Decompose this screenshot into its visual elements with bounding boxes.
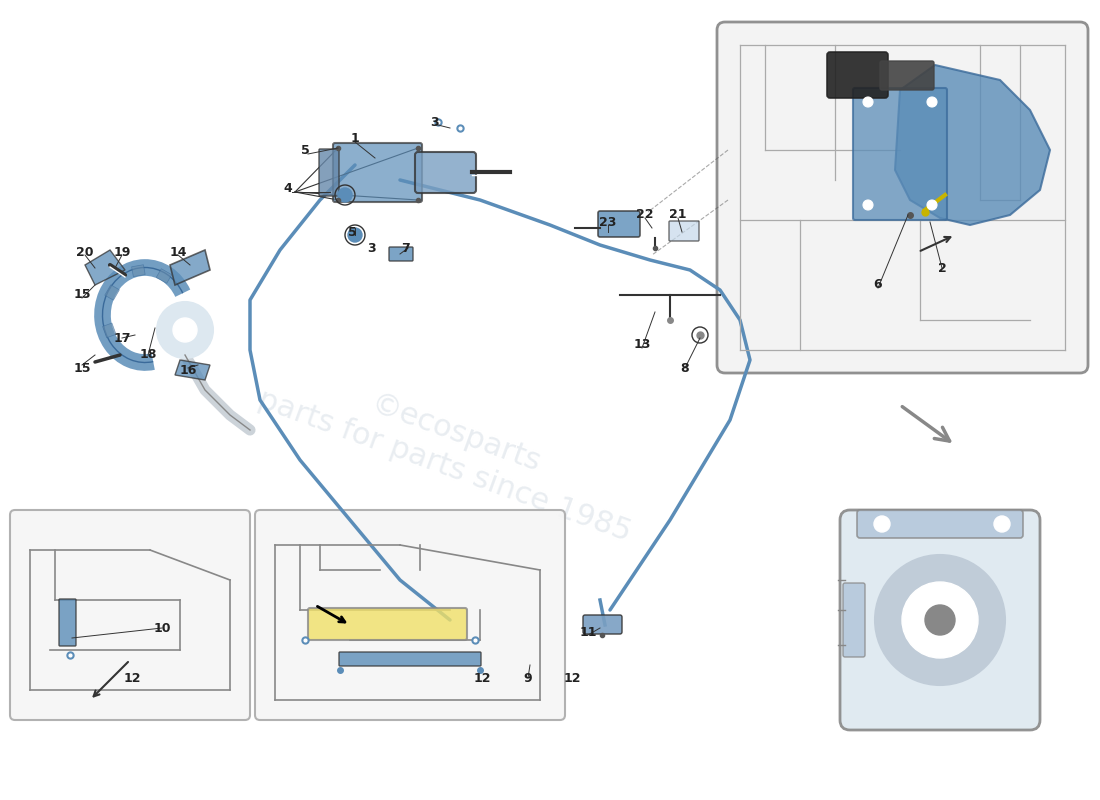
Text: 12: 12 <box>473 671 491 685</box>
FancyBboxPatch shape <box>598 211 640 237</box>
Polygon shape <box>85 250 125 285</box>
FancyArrowPatch shape <box>902 406 949 441</box>
FancyBboxPatch shape <box>827 52 888 98</box>
Text: 11: 11 <box>580 626 596 638</box>
FancyBboxPatch shape <box>840 510 1040 730</box>
Circle shape <box>927 97 937 107</box>
Text: 5: 5 <box>348 226 356 238</box>
Text: 5: 5 <box>300 143 309 157</box>
Text: 22: 22 <box>636 209 653 222</box>
Text: 10: 10 <box>153 622 170 634</box>
FancyBboxPatch shape <box>333 143 422 202</box>
Circle shape <box>925 605 955 635</box>
Circle shape <box>338 188 352 202</box>
Text: 2: 2 <box>937 262 946 274</box>
Polygon shape <box>170 250 210 285</box>
Text: 4: 4 <box>284 182 293 194</box>
Text: 1: 1 <box>351 131 360 145</box>
FancyBboxPatch shape <box>857 510 1023 538</box>
Text: 12: 12 <box>123 671 141 685</box>
Text: 16: 16 <box>179 363 197 377</box>
FancyBboxPatch shape <box>843 583 865 657</box>
Text: 3: 3 <box>367 242 376 254</box>
Polygon shape <box>156 269 172 283</box>
Circle shape <box>874 555 1005 685</box>
Text: 6: 6 <box>873 278 882 291</box>
Text: 18: 18 <box>140 349 156 362</box>
FancyBboxPatch shape <box>59 599 76 646</box>
Text: ©ecosparts
parts for parts since 1985: ©ecosparts parts for parts since 1985 <box>254 353 647 547</box>
Circle shape <box>173 318 197 342</box>
Text: 14: 14 <box>169 246 187 258</box>
Text: 8: 8 <box>681 362 690 374</box>
Circle shape <box>902 582 978 658</box>
Polygon shape <box>104 285 120 300</box>
Text: 7: 7 <box>400 242 409 254</box>
Text: 13: 13 <box>634 338 651 351</box>
Circle shape <box>864 97 873 107</box>
FancyBboxPatch shape <box>308 608 468 640</box>
Text: 15: 15 <box>74 362 90 374</box>
FancyBboxPatch shape <box>389 247 412 261</box>
FancyBboxPatch shape <box>319 149 339 196</box>
FancyBboxPatch shape <box>669 221 698 241</box>
Circle shape <box>994 516 1010 532</box>
Text: 15: 15 <box>74 289 90 302</box>
Polygon shape <box>175 360 210 380</box>
FancyBboxPatch shape <box>255 510 565 720</box>
Circle shape <box>927 200 937 210</box>
Text: 23: 23 <box>600 215 617 229</box>
Polygon shape <box>132 265 145 277</box>
Text: 3: 3 <box>431 115 439 129</box>
Polygon shape <box>895 65 1050 225</box>
FancyBboxPatch shape <box>339 652 481 666</box>
Text: 20: 20 <box>76 246 94 258</box>
Text: 17: 17 <box>113 331 131 345</box>
Circle shape <box>874 516 890 532</box>
FancyBboxPatch shape <box>415 152 476 193</box>
Text: 19: 19 <box>113 246 131 258</box>
Text: 9: 9 <box>524 671 532 685</box>
Circle shape <box>157 302 213 358</box>
Polygon shape <box>102 323 116 338</box>
Text: 21: 21 <box>669 209 686 222</box>
FancyBboxPatch shape <box>583 615 621 634</box>
FancyBboxPatch shape <box>10 510 250 720</box>
Circle shape <box>864 200 873 210</box>
FancyBboxPatch shape <box>717 22 1088 373</box>
FancyBboxPatch shape <box>852 88 947 220</box>
Circle shape <box>348 228 362 242</box>
Text: 12: 12 <box>563 671 581 685</box>
FancyBboxPatch shape <box>880 61 934 90</box>
